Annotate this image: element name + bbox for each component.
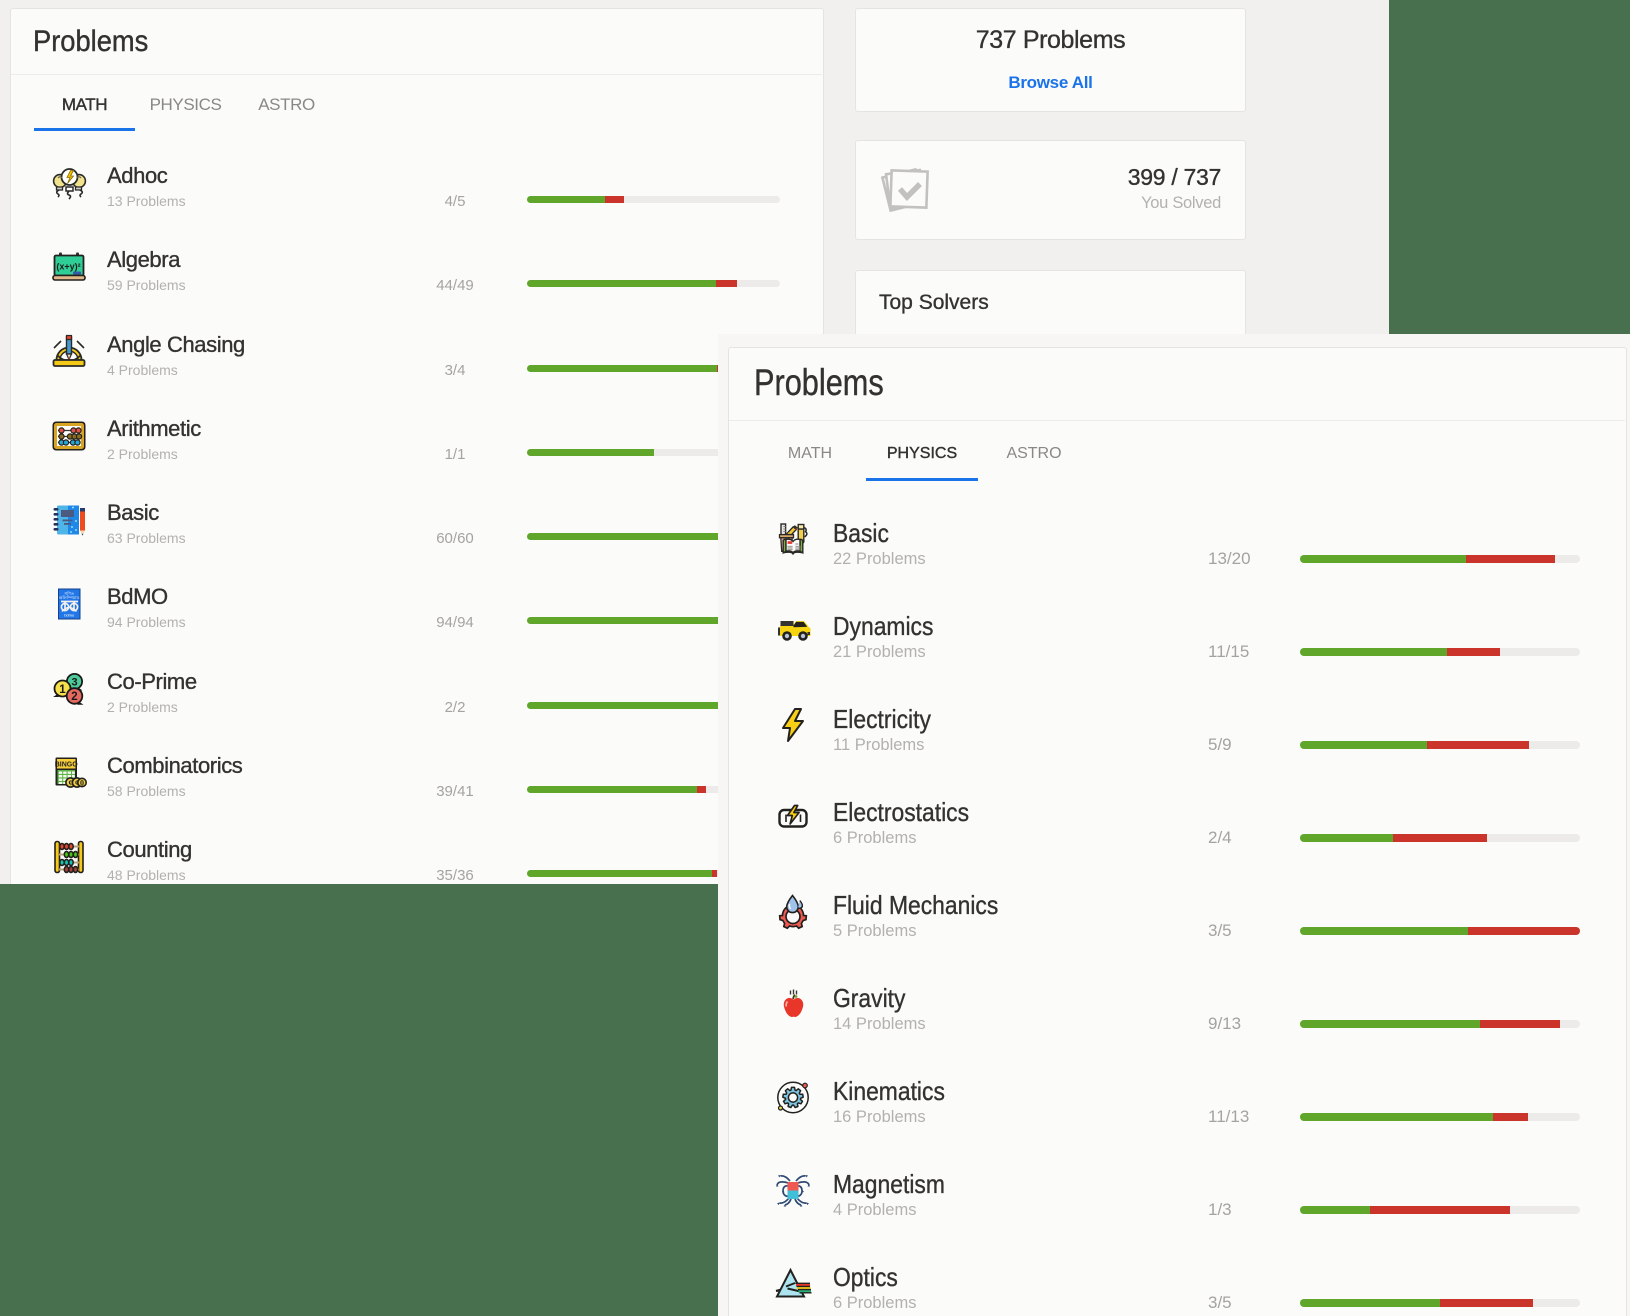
svg-text:¢: ¢ [75,779,79,788]
svg-text:¢: ¢ [69,779,73,788]
svg-text:(x+y)²: (x+y)² [56,262,80,272]
svg-text:bdmo: bdmo [64,613,75,618]
svg-text:3: 3 [71,677,77,689]
svg-text:1: 1 [59,684,66,696]
svg-text:BINGO: BINGO [55,762,79,769]
svg-text:অলিম্পিয়াড: অলিম্পিয়াড [58,595,80,600]
svg-text:গণিত: গণিত [64,591,74,596]
svg-text:0: 0 [80,778,84,787]
svg-text:2: 2 [71,691,77,703]
